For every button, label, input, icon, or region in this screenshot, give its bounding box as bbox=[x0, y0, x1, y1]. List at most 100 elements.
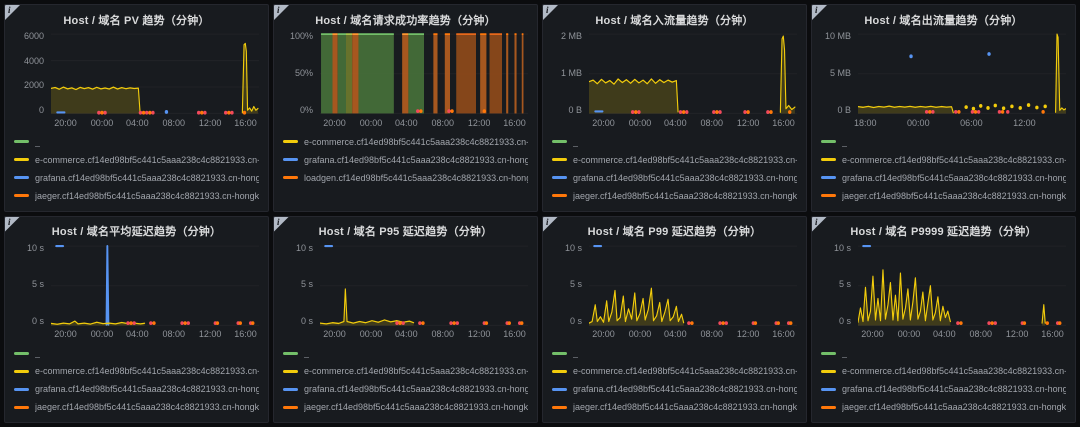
legend-series-label: grafana.cf14ed98bf5c441c5aaa238c4c882193… bbox=[304, 154, 528, 165]
x-tick-label: 04:00 bbox=[664, 329, 687, 339]
legend-item[interactable]: e-commerce.cf14ed98bf5c441c5aaa238c4c882… bbox=[283, 362, 528, 380]
legend-item[interactable]: jaeger.cf14ed98bf5c441c5aaa238c4c8821933… bbox=[821, 398, 1066, 416]
legend-color-dash bbox=[821, 176, 836, 179]
legend-color-dash bbox=[14, 176, 29, 179]
legend-item[interactable]: jaeger.cf14ed98bf5c441c5aaa238c4c8821933… bbox=[14, 187, 259, 205]
y-axis: 6000 4000 2000 0 bbox=[14, 32, 51, 128]
y-tick-label: 100% bbox=[289, 31, 313, 41]
legend-color-dash bbox=[821, 369, 836, 373]
info-letter: i bbox=[8, 216, 11, 227]
x-axis: 20:00 00:00 04:00 08:00 12:00 16:00 bbox=[320, 115, 528, 128]
legend-color-dash bbox=[552, 158, 567, 161]
x-tick-label: 00:00 bbox=[359, 117, 383, 128]
x-tick-label: 18:00 bbox=[854, 117, 877, 128]
legend-item[interactable]: grafana.cf14ed98bf5c441c5aaa238c4c882193… bbox=[283, 380, 528, 398]
legend-item[interactable]: e-commerce.cf14ed98bf5c441c5aaa238c4c882… bbox=[14, 362, 259, 380]
legend-item[interactable]: jaeger.cf14ed98bf5c441c5aaa238c4c8821933… bbox=[552, 187, 797, 205]
y-axis: 10 s 5 s 0 s bbox=[552, 243, 589, 340]
chart[interactable] bbox=[51, 244, 259, 327]
panel-title[interactable]: Host / 域名请求成功率趋势（分钟） bbox=[315, 14, 496, 27]
legend-item[interactable]: loadgen.cf14ed98bf5c441c5aaa238c4c882193… bbox=[283, 169, 528, 187]
legend-item[interactable]: grafana.cf14ed98bf5c441c5aaa238c4c882193… bbox=[552, 169, 797, 187]
panel-title[interactable]: Host / 域名平均延迟趋势（分钟） bbox=[51, 226, 222, 238]
x-tick-label: 20:00 bbox=[323, 117, 346, 128]
chart[interactable] bbox=[320, 32, 528, 115]
legend-series-label: jaeger.cf14ed98bf5c441c5aaa238c4c8821933… bbox=[35, 190, 259, 201]
chart[interactable] bbox=[858, 32, 1066, 115]
chart[interactable] bbox=[858, 244, 1066, 327]
x-tick-label: 16:00 bbox=[234, 329, 257, 339]
legend-item[interactable]: _ bbox=[14, 344, 259, 362]
legend-color-dash bbox=[14, 369, 29, 373]
legend-color-dash bbox=[283, 369, 298, 373]
panel-title[interactable]: Host / 域名出流量趋势（分钟） bbox=[864, 14, 1023, 27]
chart-area: 10 s 5 s 0 s 20:00 00:00 04:00 08:00 12:00 16:0… bbox=[283, 242, 528, 339]
legend-color-dash bbox=[283, 387, 298, 391]
legend-item[interactable]: jaeger.cf14ed98bf5c441c5aaa238c4c8821933… bbox=[14, 398, 259, 416]
legend-item[interactable]: e-commerce.cf14ed98bf5c441c5aaa238c4c882… bbox=[821, 151, 1066, 169]
info-letter: i bbox=[815, 5, 818, 15]
legend-item[interactable]: grafana.cf14ed98bf5c441c5aaa238c4c882193… bbox=[14, 169, 259, 187]
x-tick-label: 08:00 bbox=[969, 329, 992, 339]
x-axis: 20:00 00:00 04:00 08:00 12:00 16:00 bbox=[51, 326, 259, 339]
legend-item[interactable]: jaeger.cf14ed98bf5c441c5aaa238c4c8821933… bbox=[283, 398, 528, 416]
y-tick-label: 10 s bbox=[295, 242, 313, 253]
x-tick-label: 04:00 bbox=[664, 117, 687, 128]
panel-title[interactable]: Host / 域名 P99 延迟趋势（分钟） bbox=[587, 226, 762, 238]
chart-area: 10 MB 5 MB 0 B 18:00 00:00 06:00 12:00 bbox=[821, 32, 1066, 128]
panel-title[interactable]: Host / 域名 P95 延迟趋势（分钟） bbox=[318, 226, 493, 238]
legend-item[interactable]: _ bbox=[552, 133, 797, 151]
x-tick-label: 04:00 bbox=[126, 117, 149, 128]
y-tick-label: 0% bbox=[299, 104, 313, 115]
panel-6: i Host / 域名 P95 延迟趋势（分钟） 10 s 5 s 0 s 20:0… bbox=[273, 215, 538, 423]
panel-title[interactable]: Host / 域名入流量趋势（分钟） bbox=[595, 14, 754, 27]
legend-item[interactable]: e-commerce.cf14ed98bf5c441c5aaa238c4c882… bbox=[821, 362, 1066, 380]
legend-series-label: e-commerce.cf14ed98bf5c441c5aaa238c4c882… bbox=[35, 366, 259, 376]
legend-item[interactable]: e-commerce.cf14ed98bf5c441c5aaa238c4c882… bbox=[283, 133, 528, 151]
chart-area: 100% 50% 0% 20:00 00:00 04:00 08:00 12:00 16:00 bbox=[283, 32, 528, 128]
info-letter: i bbox=[8, 5, 11, 15]
y-tick-label: 5 MB bbox=[829, 67, 851, 78]
legend-series-label: grafana.cf14ed98bf5c441c5aaa238c4c882193… bbox=[35, 384, 259, 394]
legend-item[interactable]: e-commerce.cf14ed98bf5c441c5aaa238c4c882… bbox=[14, 151, 259, 169]
x-tick-label: 16:00 bbox=[1041, 329, 1064, 339]
x-tick-label: 12:00 bbox=[467, 117, 491, 128]
legend-item[interactable]: jaeger.cf14ed98bf5c441c5aaa238c4c8821933… bbox=[552, 398, 797, 416]
legend-item[interactable]: _ bbox=[283, 344, 528, 362]
legend-item[interactable]: grafana.cf14ed98bf5c441c5aaa238c4c882193… bbox=[283, 151, 528, 169]
chart[interactable] bbox=[589, 244, 797, 327]
legend-item[interactable]: _ bbox=[14, 133, 259, 151]
legend-item[interactable]: _ bbox=[821, 133, 1066, 151]
panel-title[interactable]: Host / 域名 PV 趋势（分钟） bbox=[63, 14, 210, 27]
y-axis: 100% 50% 0% bbox=[283, 32, 320, 128]
legend-series-label: grafana.cf14ed98bf5c441c5aaa238c4c882193… bbox=[35, 172, 259, 183]
legend-item[interactable]: grafana.cf14ed98bf5c441c5aaa238c4c882193… bbox=[821, 169, 1066, 187]
legend-item[interactable]: grafana.cf14ed98bf5c441c5aaa238c4c882193… bbox=[821, 380, 1066, 398]
x-tick-label: 04:00 bbox=[395, 117, 418, 128]
x-tick-label: 12:00 bbox=[467, 329, 491, 339]
x-tick-label: 06:00 bbox=[960, 117, 983, 128]
legend-color-dash bbox=[283, 158, 298, 161]
x-axis: 18:00 00:00 06:00 12:00 bbox=[854, 115, 1066, 128]
panel-header: Host / 域名平均延迟趋势（分钟） bbox=[14, 221, 259, 242]
plot-column: 20:00 00:00 04:00 08:00 12:00 16:00 bbox=[320, 244, 528, 339]
legend-color-dash bbox=[821, 140, 836, 143]
chart[interactable] bbox=[589, 32, 797, 115]
legend-item[interactable]: grafana.cf14ed98bf5c441c5aaa238c4c882193… bbox=[14, 380, 259, 398]
x-axis: 20:00 00:00 04:00 08:00 12:00 16:00 bbox=[589, 326, 797, 339]
info-letter: i bbox=[277, 5, 280, 15]
legend-item[interactable]: _ bbox=[552, 344, 797, 362]
chart[interactable] bbox=[51, 32, 259, 115]
legend-item[interactable]: jaeger.cf14ed98bf5c441c5aaa238c4c8821933… bbox=[821, 187, 1066, 205]
panel-1: i Host / 域名 PV 趋势（分钟） 6000 4000 2000 0 20:0… bbox=[4, 4, 269, 212]
chart[interactable] bbox=[320, 244, 528, 327]
y-tick-label: 6000 bbox=[23, 31, 44, 41]
y-axis: 10 s 5 s 0 s bbox=[821, 243, 858, 340]
legend-item[interactable]: e-commerce.cf14ed98bf5c441c5aaa238c4c882… bbox=[552, 151, 797, 169]
legend-item[interactable]: e-commerce.cf14ed98bf5c441c5aaa238c4c882… bbox=[552, 362, 797, 380]
legend-item[interactable]: _ bbox=[821, 344, 1066, 362]
panel-title[interactable]: Host / 域名 P9999 延迟趋势（分钟） bbox=[850, 226, 1037, 238]
y-axis: 10 MB 5 MB 0 B bbox=[821, 32, 858, 128]
x-tick-label: 12:00 bbox=[198, 329, 222, 339]
legend-item[interactable]: grafana.cf14ed98bf5c441c5aaa238c4c882193… bbox=[552, 380, 797, 398]
